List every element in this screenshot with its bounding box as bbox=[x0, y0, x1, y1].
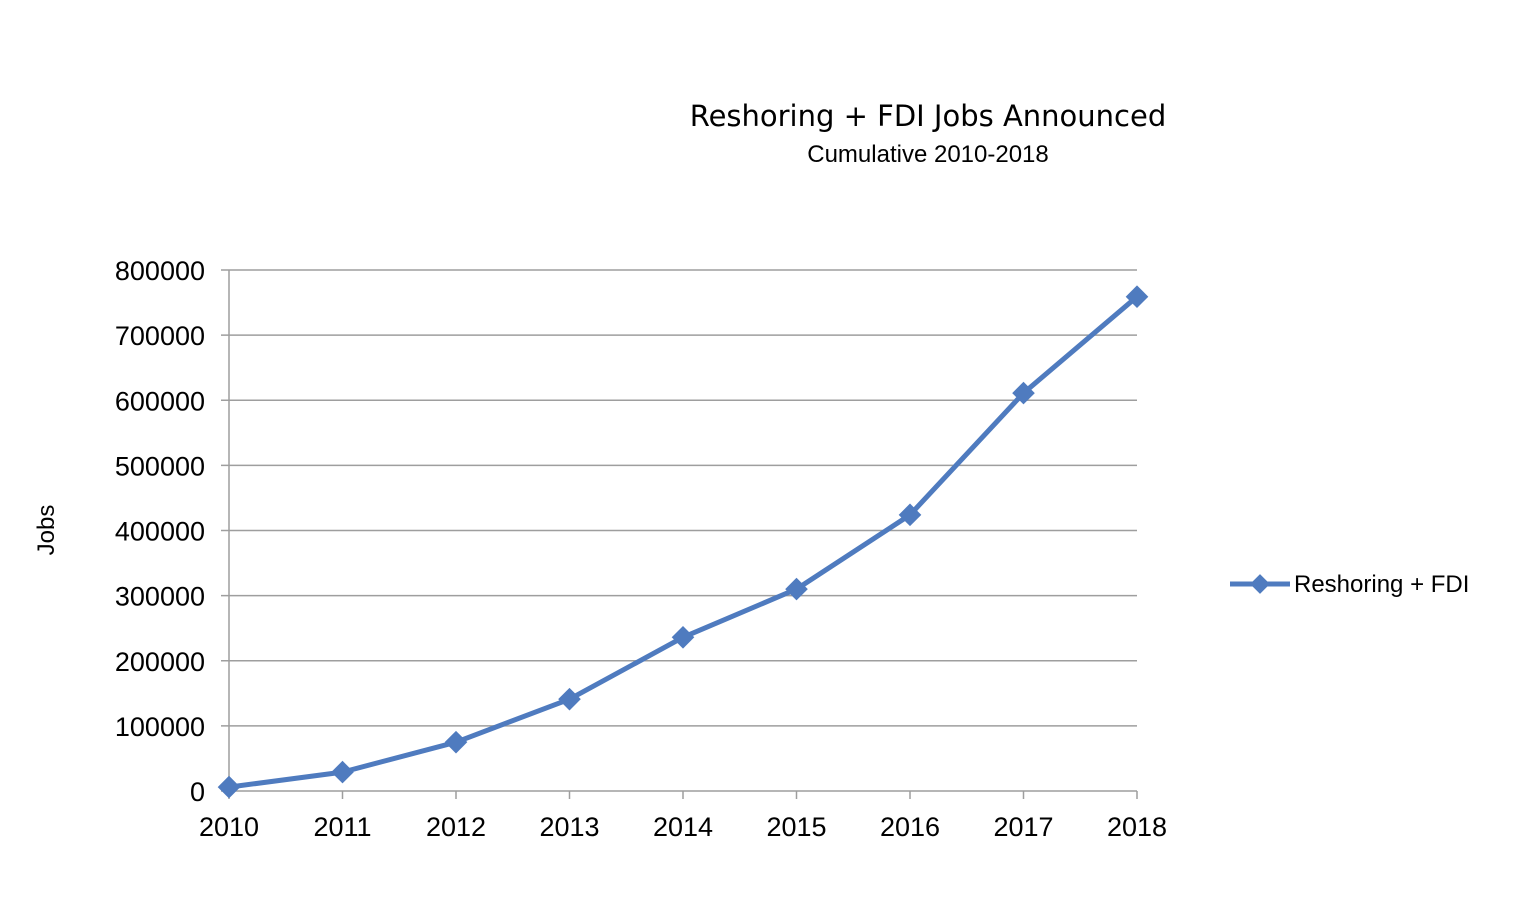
x-tick-label: 2013 bbox=[539, 812, 599, 842]
data-point-2010 bbox=[217, 775, 241, 799]
chart-title: Reshoring + FDI Jobs Announced bbox=[690, 99, 1167, 133]
legend: Reshoring + FDI bbox=[1230, 571, 1469, 598]
x-tick-label: 2011 bbox=[313, 812, 371, 842]
y-tick-label: 500000 bbox=[115, 451, 205, 481]
x-tick-label: 2016 bbox=[880, 812, 940, 842]
data-point-2014 bbox=[671, 625, 695, 649]
y-axis-label: Jobs bbox=[33, 505, 60, 556]
y-tick-labels: 0 100000 200000 300000 400000 500000 600000 700… bbox=[115, 256, 205, 807]
series-line bbox=[226, 294, 1140, 790]
data-point-2017 bbox=[1012, 381, 1035, 405]
y-tick-label: 600000 bbox=[115, 386, 205, 416]
legend-label: Reshoring + FDI bbox=[1294, 571, 1469, 598]
x-ticks bbox=[228, 791, 1138, 799]
x-tick-labels: 2010 2011 2012 2013 2014 2015 2016 2017 2018 bbox=[199, 812, 1167, 842]
chart-subtitle: Cumulative 2010-2018 bbox=[807, 141, 1049, 168]
x-tick-label: 2010 bbox=[199, 812, 259, 842]
y-tick-label: 0 bbox=[190, 777, 205, 807]
data-point-2016 bbox=[898, 503, 922, 527]
y-tick-label: 800000 bbox=[115, 256, 205, 286]
y-tick-label: 100000 bbox=[115, 712, 205, 742]
data-point-2015 bbox=[785, 577, 808, 601]
gridlines bbox=[221, 269, 1137, 792]
data-point-2011 bbox=[331, 760, 354, 784]
y-tick-label: 400000 bbox=[115, 517, 205, 547]
data-point-2012 bbox=[444, 730, 468, 754]
legend-marker-swatch bbox=[1250, 574, 1270, 594]
y-tick-label: 300000 bbox=[115, 582, 205, 612]
x-tick-label: 2015 bbox=[766, 812, 826, 842]
x-tick-label: 2018 bbox=[1107, 812, 1167, 842]
series-reshoring-fdi bbox=[217, 285, 1149, 799]
data-point-2013 bbox=[558, 687, 581, 711]
x-tick-label: 2017 bbox=[993, 812, 1053, 842]
x-tick-label: 2014 bbox=[653, 812, 713, 842]
y-tick-label: 200000 bbox=[115, 647, 205, 677]
x-tick-label: 2012 bbox=[426, 812, 486, 842]
data-point-2018 bbox=[1125, 285, 1149, 309]
y-tick-label: 700000 bbox=[115, 321, 205, 351]
